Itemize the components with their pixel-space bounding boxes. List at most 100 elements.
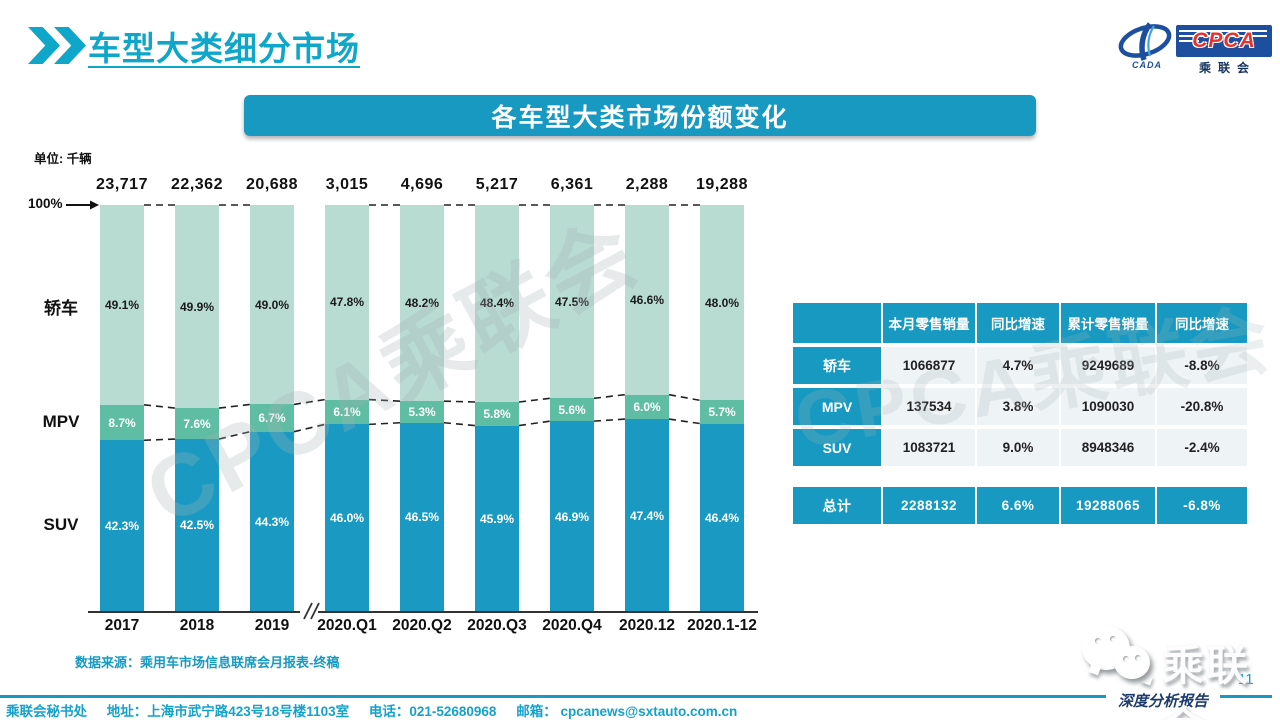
- bar-total-label: 2,288: [625, 176, 669, 193]
- bar-segment-SUV: 47.4%: [625, 419, 669, 612]
- segment-value-label: 7.6%: [183, 416, 211, 431]
- wechat-bubble-icon: [1114, 646, 1150, 679]
- bar-segment-轿车: 48.0%: [700, 205, 744, 401]
- bar-segment-MPV: 5.6%: [550, 398, 594, 422]
- stacked-bar: 49.1% 8.7% 42.3%: [100, 205, 144, 612]
- segment-value-label: 49.0%: [254, 297, 290, 312]
- bar-segment-MPV: 7.6%: [175, 408, 219, 439]
- bar-segment-SUV: 42.5%: [175, 439, 219, 612]
- table-header-cell: 本月零售销量: [883, 303, 975, 343]
- bar-segment-MPV: 5.7%: [700, 400, 744, 424]
- table-value-cell: -20.8%: [1157, 388, 1247, 425]
- table-value-cell: 1066877: [883, 347, 975, 384]
- bar-segment-MPV: 5.3%: [400, 401, 444, 423]
- table-value-cell: 1090030: [1061, 388, 1155, 425]
- segment-value-label: 46.0%: [329, 511, 365, 526]
- segment-value-label: 48.4%: [479, 296, 515, 311]
- axis-100pct-label: 100%: [28, 196, 63, 211]
- data-source-note: 数据来源：乘用车市场信息联席会月报表-终稿: [75, 655, 340, 670]
- bar-segment-轿车: 47.8%: [325, 205, 369, 400]
- segment-value-label: 42.5%: [179, 518, 215, 533]
- x-axis-label: 2020.Q3: [467, 617, 527, 634]
- segment-value-label: 5.7%: [708, 404, 736, 419]
- cada-label: CADA: [1132, 60, 1162, 70]
- segment-value-label: 46.6%: [629, 292, 665, 307]
- table-value-cell: 19288065: [1061, 487, 1155, 524]
- segment-value-label: 48.2%: [404, 296, 440, 311]
- bar-total-label: 20,688: [246, 176, 298, 193]
- table-value-cell: 137534: [883, 388, 975, 425]
- table-row: MPV 137534 3.8% 1090030 -20.8%: [793, 388, 1247, 425]
- x-axis-label: 2020.Q2: [392, 617, 452, 634]
- stacked-bar: 48.0% 5.7% 46.4%: [700, 205, 744, 612]
- stacked-bar: 47.5% 5.6% 46.9%: [550, 205, 594, 612]
- series-label-SUV: SUV: [43, 515, 79, 535]
- x-axis-label: 2017: [104, 617, 140, 634]
- series-label-轿车: 轿车: [44, 298, 78, 318]
- bar-total-label: 23,717: [96, 176, 148, 193]
- bar-segment-SUV: 45.9%: [475, 425, 519, 612]
- bar-segment-SUV: 42.3%: [100, 440, 144, 612]
- bar-segment-轿车: 49.9%: [175, 205, 219, 409]
- table-value-cell: 3.8%: [977, 388, 1059, 425]
- table-row-label: 轿车: [793, 347, 881, 384]
- x-axis-label: 2019: [254, 617, 290, 634]
- stacked-bar: 47.8% 6.1% 46.0%: [325, 205, 369, 612]
- table-header-cell: [793, 303, 881, 343]
- bar-segment-轿车: 48.2%: [400, 205, 444, 402]
- segment-value-label: 49.9%: [179, 299, 215, 314]
- chevron-icon: [28, 27, 60, 64]
- segment-value-label: 45.9%: [479, 511, 515, 526]
- table-row: 总计 2288132 6.6% 19288065 -6.8%: [793, 487, 1247, 524]
- bar-segment-轿车: 48.4%: [475, 205, 519, 402]
- segment-value-label: 47.8%: [329, 295, 365, 310]
- table-header-cell: 同比增速: [977, 303, 1059, 343]
- table-value-cell: 9249689: [1061, 347, 1155, 384]
- table-value-cell: -2.4%: [1157, 429, 1247, 466]
- wechat-bubble-tail: [1088, 662, 1102, 676]
- x-axis-label: 2020.Q4: [542, 617, 602, 634]
- x-axis-label: 2020.1-12: [687, 617, 757, 634]
- footer-divider: [0, 695, 1106, 698]
- segment-value-label: 49.1%: [104, 297, 140, 312]
- logo-stripe: [1179, 40, 1199, 42]
- segment-value-label: 8.7%: [108, 415, 136, 430]
- bar-segment-MPV: 6.1%: [325, 399, 369, 425]
- footer-email-label: 邮箱：: [516, 704, 557, 719]
- segment-value-label: 5.8%: [483, 406, 511, 421]
- bar-segment-SUV: 46.5%: [400, 422, 444, 612]
- segment-value-label: 6.0%: [633, 399, 661, 414]
- table-row: 轿车 1066877 4.7% 9249689 -8.8%: [793, 347, 1247, 384]
- bar-segment-轿车: 49.1%: [100, 205, 144, 405]
- bar-segment-轿车: 49.0%: [250, 205, 294, 405]
- bar-total-label: 6,361: [550, 176, 594, 193]
- table-row: SUV 1083721 9.0% 8948346 -2.4%: [793, 429, 1247, 466]
- x-axis-label: 2018: [179, 617, 215, 634]
- bar-segment-轿车: 46.6%: [625, 205, 669, 395]
- report-tag: 深度分析报告: [1117, 694, 1208, 710]
- cpca-label: CPCA: [1192, 29, 1256, 52]
- segment-value-label: 5.3%: [408, 404, 436, 419]
- footer-contact: 乘联会秘书处 地址：上海市武宁路423号18号楼1103室 电话：021-526…: [6, 700, 753, 720]
- table-row: 本月零售销量 同比增速 累计零售销量 同比增速: [793, 303, 1247, 343]
- table-value-cell: 1083721: [883, 429, 975, 466]
- stacked-bar: 46.6% 6.0% 47.4%: [625, 205, 669, 612]
- stacked-bar: 48.4% 5.8% 45.9%: [475, 205, 519, 612]
- table-row-label: MPV: [793, 388, 881, 425]
- segment-value-label: 47.5%: [554, 294, 590, 309]
- unit-label: 单位: 千辆: [34, 152, 92, 166]
- footer-phone: 电话：021-52680968: [368, 704, 497, 719]
- segment-value-label: 48.0%: [704, 295, 740, 310]
- table-value-cell: -6.8%: [1157, 487, 1247, 524]
- segment-value-label: 46.9%: [554, 509, 590, 524]
- page-title: 车型大类细分市场: [88, 30, 360, 67]
- table-header-cell: 累计零售销量: [1061, 303, 1155, 343]
- footer-divider: [1220, 695, 1272, 698]
- stacked-bar: 49.0% 6.7% 44.3%: [250, 205, 294, 612]
- footer-email-link[interactable]: cpcanews@sxtauto.com.cn: [560, 704, 738, 719]
- bar-segment-SUV: 46.9%: [550, 421, 594, 612]
- bar-segment-SUV: 46.0%: [325, 424, 369, 612]
- bar-total-label: 4,696: [400, 176, 444, 193]
- segment-value-label: 44.3%: [254, 514, 290, 529]
